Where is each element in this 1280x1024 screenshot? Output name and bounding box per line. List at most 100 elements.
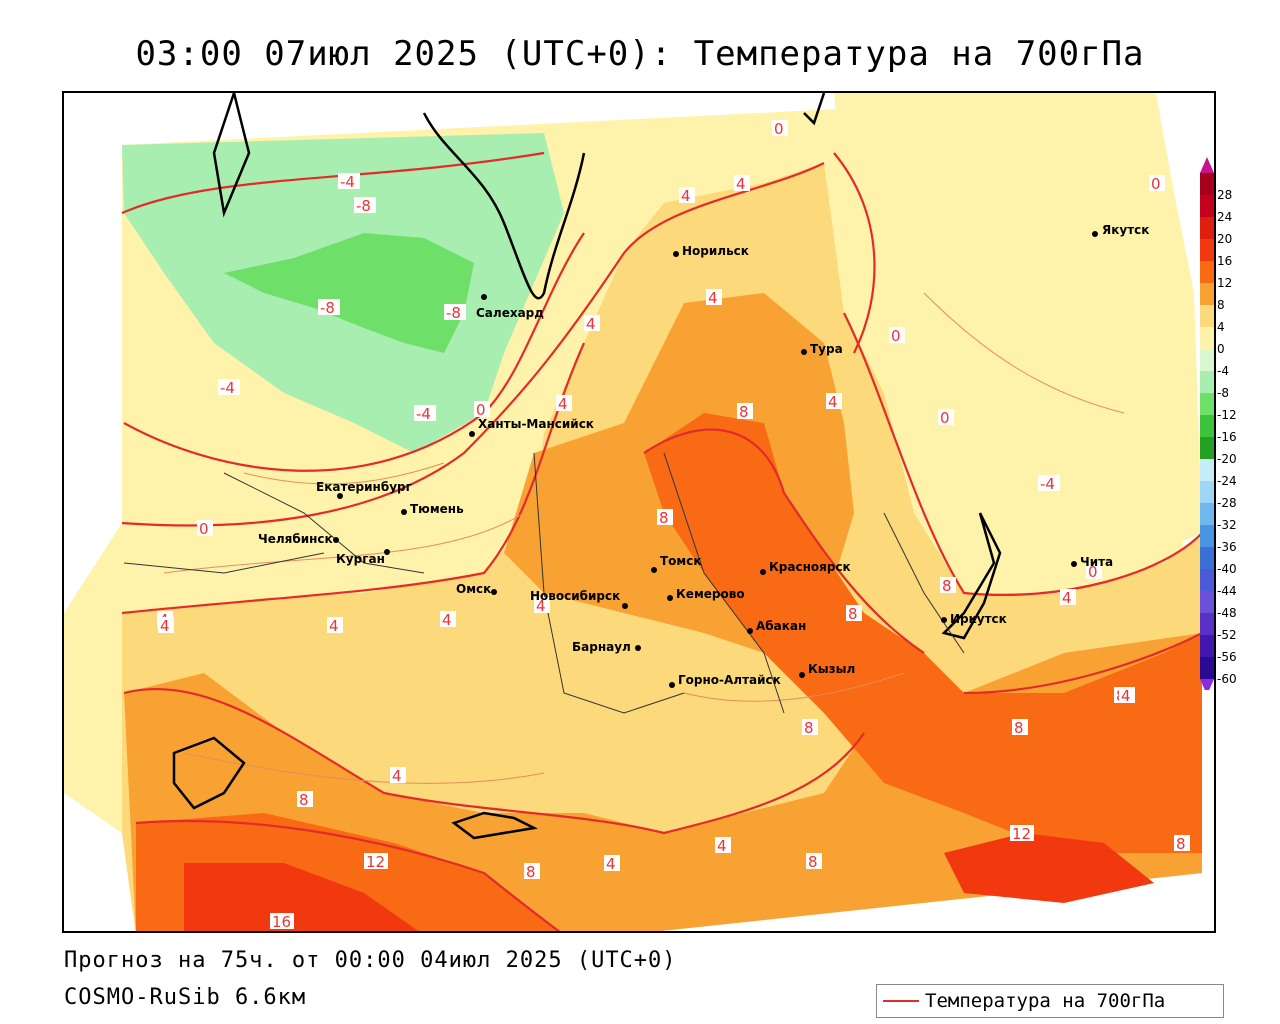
- contour-label: -8: [444, 304, 466, 322]
- map-panel: 0 -4 -8 -8 -8 -4 -4 0 4 4 4 4 4 0 0 8 8 …: [62, 91, 1216, 933]
- svg-text:4: 4: [681, 187, 691, 205]
- svg-text:0: 0: [774, 120, 784, 138]
- colorbar: 28 24 20 16 12 8 4 0 -4 -8 -12 -16 -20 -24 -28 -32 -36 -4…: [1200, 157, 1237, 690]
- colorbar-tick-label: -4: [1217, 364, 1229, 378]
- coastline: [172, 93, 1002, 840]
- svg-text:8: 8: [739, 403, 749, 421]
- contour-label: 8: [1012, 719, 1028, 737]
- svg-text:-8: -8: [320, 299, 335, 317]
- svg-text:4: 4: [1062, 589, 1072, 607]
- contour-label: -8: [354, 197, 376, 215]
- contour-label: 8: [657, 509, 673, 527]
- svg-text:4: 4: [736, 175, 746, 193]
- contour-label: 4: [440, 611, 456, 629]
- contour-label: 4: [556, 395, 572, 413]
- colorbar-tick-label: -44: [1217, 584, 1237, 598]
- svg-text:12: 12: [366, 853, 385, 871]
- colorbar-swatch: [1200, 569, 1214, 591]
- svg-text:8: 8: [526, 863, 536, 881]
- colorbar-swatch: [1200, 261, 1214, 283]
- svg-text:4: 4: [1121, 687, 1131, 705]
- svg-text:-8: -8: [446, 304, 461, 322]
- svg-text:-4: -4: [220, 379, 235, 397]
- colorbar-swatch: [1200, 217, 1214, 239]
- svg-text:Омск: Омск: [456, 582, 491, 596]
- city-barnaul: Барнаул: [572, 640, 641, 654]
- colorbar-swatch: [1200, 173, 1214, 195]
- colorbar-tick-label: -32: [1217, 518, 1237, 532]
- model-info: COSMO-RuSib 6.6км: [64, 985, 307, 1010]
- contour-label: 0: [1149, 175, 1165, 193]
- colorbar-tick-label: 16: [1217, 254, 1232, 268]
- contour-label: 8: [802, 719, 818, 737]
- svg-text:-4: -4: [416, 405, 431, 423]
- legend: Температура на 700гПа: [876, 984, 1224, 1018]
- svg-text:4: 4: [717, 837, 727, 855]
- colorbar-swatch: [1200, 503, 1214, 525]
- contour-label: -4: [1038, 475, 1060, 493]
- zone-16-core: [184, 863, 419, 931]
- contour-label: 12: [364, 853, 388, 871]
- colorbar-tick-label: -60: [1217, 672, 1237, 686]
- svg-text:Салехард: Салехард: [476, 306, 544, 320]
- contour-label: 8: [524, 863, 540, 881]
- contour-label-group: 0 -4 -8 -8 -8 -4 -4 0 4 4 4 4 4 0 0 8 8 …: [157, 120, 1190, 931]
- city-krasnoyarsk: Красноярск: [760, 560, 851, 575]
- contour-label: 4: [1060, 589, 1076, 607]
- city-chelyabinsk: Челябинск: [258, 532, 339, 546]
- svg-text:Новосибирск: Новосибирск: [530, 589, 620, 603]
- colorbar-tick-label: -8: [1217, 386, 1229, 400]
- contour-label: 0: [197, 520, 213, 538]
- svg-text:4: 4: [536, 597, 546, 615]
- colorbar-swatch: [1200, 613, 1214, 635]
- minor-isolines: [163, 292, 1125, 784]
- temperature-map: 0 -4 -8 -8 -8 -4 -4 0 4 4 4 4 4 0 0 8 8 …: [64, 93, 1203, 931]
- svg-text:4: 4: [606, 855, 616, 873]
- city-chita: Чита: [1071, 555, 1113, 569]
- city-kyzyl: Кызыл: [799, 662, 855, 678]
- colorbar-swatch: [1200, 657, 1214, 679]
- city-tura: Тура: [801, 342, 843, 356]
- colorbar-arrow-down: [1200, 679, 1214, 690]
- zone-12-core: [644, 413, 1202, 853]
- svg-text:8: 8: [1176, 835, 1186, 853]
- svg-text:4: 4: [828, 393, 838, 411]
- contour-label: 0: [772, 120, 788, 138]
- city-yekaterinburg: Екатеринбург: [316, 480, 412, 499]
- svg-text:Чита: Чита: [1080, 555, 1113, 569]
- svg-text:4: 4: [708, 289, 718, 307]
- svg-text:Тюмень: Тюмень: [410, 502, 464, 516]
- svg-text:Норильск: Норильск: [682, 244, 749, 258]
- svg-text:-4: -4: [340, 173, 355, 191]
- svg-text:Челябинск: Челябинск: [258, 532, 333, 546]
- svg-text:4: 4: [558, 395, 568, 413]
- colorbar-swatch: [1200, 195, 1214, 217]
- colorbar-tick-label: -52: [1217, 628, 1237, 642]
- contour-label: 8: [806, 853, 822, 871]
- colorbar-swatches: [1200, 157, 1214, 690]
- contour-label: 4: [1119, 687, 1135, 705]
- svg-text:-8: -8: [356, 197, 371, 215]
- colorbar-tick-label: -28: [1217, 496, 1237, 510]
- colorbar-swatch: [1200, 415, 1214, 437]
- colorbar-tick-label: -36: [1217, 540, 1237, 554]
- svg-text:8: 8: [804, 719, 814, 737]
- colorbar-arrow-up: [1200, 157, 1214, 173]
- colorbar-swatch: [1200, 283, 1214, 305]
- svg-text:Ханты-Мансийск: Ханты-Мансийск: [478, 417, 594, 431]
- svg-text:Кызыл: Кызыл: [808, 662, 855, 676]
- colorbar-swatch: [1200, 525, 1214, 547]
- contour-label: -4: [414, 405, 436, 423]
- svg-text:Кемерово: Кемерово: [676, 587, 745, 601]
- colorbar-tick-label: -40: [1217, 562, 1237, 576]
- city-khanty-mansiysk: Ханты-Мансийск: [469, 417, 594, 437]
- city-yakutsk: Якутск: [1092, 223, 1149, 237]
- contour-label: 4: [327, 617, 343, 635]
- city-kemerovo: Кемерово: [667, 587, 745, 601]
- svg-text:12: 12: [1012, 825, 1031, 843]
- map-title: 03:00 07июл 2025 (UTC+0): Температура на…: [135, 34, 1145, 74]
- city-kurgan: Курган: [336, 549, 390, 566]
- city-abakan: Абакан: [747, 619, 806, 634]
- svg-text:-4: -4: [1040, 475, 1055, 493]
- zone-12-southeast: [944, 833, 1154, 903]
